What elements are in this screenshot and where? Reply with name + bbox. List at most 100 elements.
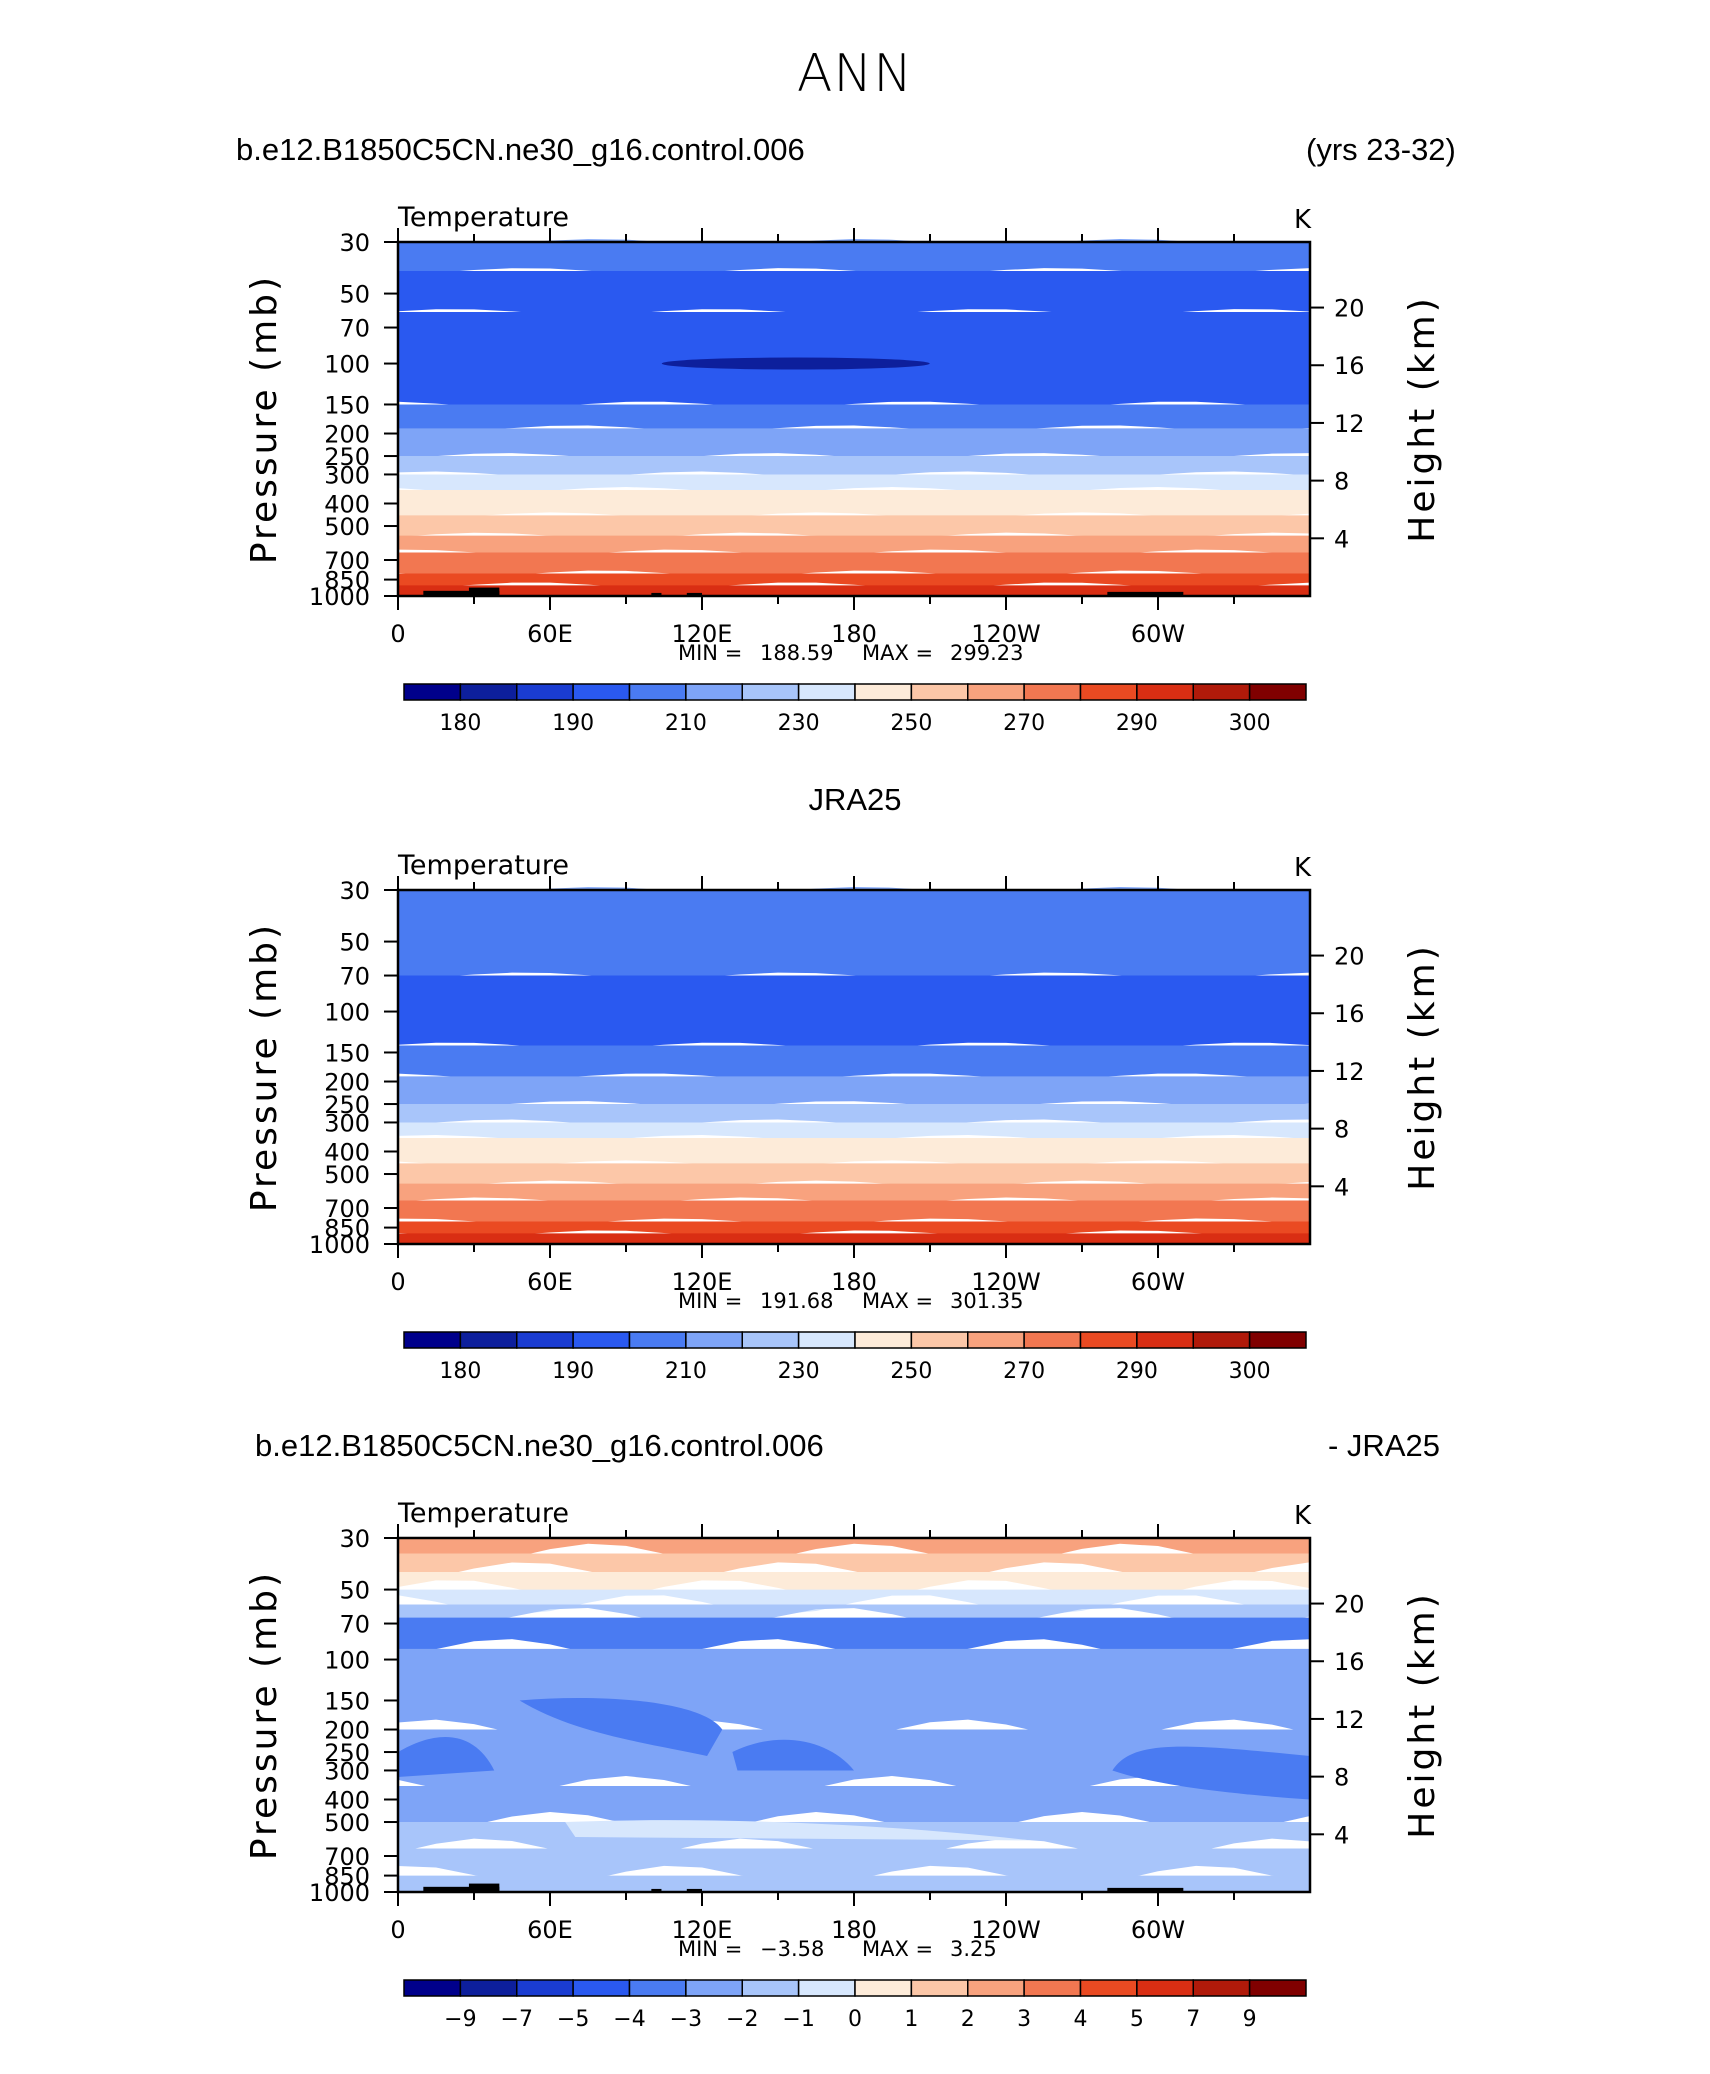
colorbar-label: 250 [890,711,932,736]
height-tick-label: 4 [1334,525,1349,553]
figure-title: ANN [796,44,914,104]
contour-band [398,428,1310,459]
colorbar-box [685,1331,743,1349]
contour-band [398,573,1310,589]
height-tick-label: 8 [1334,468,1349,496]
topography [423,1883,1184,1892]
panel-2-dataset-name: JRA25 [808,782,902,817]
panel-3-minus-label: - JRA25 [1328,1428,1440,1463]
y-tick-label: 150 [324,1039,370,1067]
contour-bands [398,887,1310,1244]
colorbar-label: 190 [552,711,594,736]
colorbar-box [628,1331,687,1349]
y-tick-label: 400 [324,1138,370,1166]
colorbar-label: 180 [439,711,481,736]
colorbar-label: 0 [848,2007,862,2032]
y-tick-label: 700 [324,1195,370,1223]
x-tick-label: 60E [527,1916,573,1944]
colorbar-label: 1 [904,2007,918,2032]
colorbar-box [1136,1979,1194,1997]
contour-bands [398,239,1310,596]
colorbar-label: 250 [890,1359,932,1384]
colorbar-label: 290 [1116,1359,1158,1384]
colorbar-box [628,683,687,701]
height-tick-label: 16 [1334,352,1365,380]
colorbar-box [1023,1331,1082,1349]
contour-band [398,404,1310,432]
units-label: K [1294,853,1312,883]
colorbar-box [910,1979,969,1997]
panel-3-chart: Temperature K0 60E 120E 180 120W 60W3050701001… [244,1498,1443,2032]
colorbar-box [1192,1979,1251,1997]
contour-band [398,515,1310,539]
colorbar-label: −5 [557,2007,589,2032]
contour-band [398,1233,1310,1244]
contour-band [398,474,1310,493]
contour-band [398,1104,1310,1126]
colorbar-box [572,1979,631,1997]
panel-1-run-name: b.e12.B1850C5CN.ne30_g16.control.006 [236,132,805,167]
colorbar: 180 190 210 230 250 270 290 300 [403,683,1307,736]
colorbar-label: 4 [1074,2007,1088,2032]
max-label: MAX = [862,1289,933,1313]
y-tick-label: 100 [324,1647,370,1675]
colorbar-box [403,683,462,701]
contour-band [398,1729,1310,1796]
colorbar-box [797,1979,856,1997]
x-tick-label: 60E [527,1268,573,1296]
panel-2-chart: Temperature K 0 60E 120E 180 120W 60W 30 50 70 100 1… [244,850,1443,1384]
colorbar-box [1079,1979,1138,1997]
y-tick-label: 850 [324,567,370,595]
contour-band [398,1200,1310,1225]
colorbar-box [572,1331,631,1349]
contour-band [398,1786,1310,1832]
y-tick-label: 100 [324,351,370,379]
max-value: 301.35 [950,1289,1023,1313]
y-tick-label: 850 [324,1215,370,1243]
diff-patch [732,1739,854,1771]
y-tick-label: 250 [324,1091,370,1119]
colorbar-label: −4 [613,2007,645,2032]
min-label: MIN = [678,1937,742,1961]
colorbar-box [516,683,574,701]
colorbar-box [572,683,631,701]
y-tick-label: 200 [324,421,370,449]
x-tick-label: 0 [390,1916,405,1944]
x-tick-label: 120W [971,1268,1041,1296]
contour-band [398,1138,1310,1167]
contour-band [398,1163,1310,1187]
height-axis-label: Height (km) [1402,1591,1443,1838]
min-label: MIN = [678,1289,742,1313]
colorbar-box [516,1331,574,1349]
y-tick-label: 500 [324,513,370,541]
height-tick-label: 16 [1334,1000,1365,1028]
y-tick-label: 30 [339,229,370,257]
diff-patch [1112,1746,1310,1800]
pressure-axis-label: Pressure (mb) [244,1570,285,1860]
panel-1-years: (yrs 23-32) [1306,132,1456,167]
colorbar-label: 230 [778,1359,820,1384]
plot-title: Temperature [397,202,569,233]
colorbar-box [967,683,1025,701]
colorbar-label: −1 [782,2007,814,2032]
colorbar-label: 7 [1186,2007,1200,2032]
colorbar-label: 300 [1229,711,1271,736]
colorbar-box [459,1979,518,1997]
colorbar-label: 270 [1003,1359,1045,1384]
contour-band [398,1617,1310,1659]
x-tick-label: 60E [527,620,573,648]
x-tick-label: 120W [971,620,1041,648]
colorbar-box [910,1331,969,1349]
height-tick-label: 12 [1334,1706,1365,1734]
colorbar-label: 210 [665,711,707,736]
height-tick-label: 8 [1334,1764,1349,1792]
colorbar-box [1192,683,1251,701]
colorbar-box [1248,683,1307,701]
contour-band [398,890,1310,979]
height-tick-label: 8 [1334,1116,1349,1144]
terrain-block [423,590,500,596]
y-tick-label: 500 [324,1161,370,1189]
y-tick-label: 300 [324,461,370,489]
colorbar-box [1192,1331,1251,1349]
y-tick-label: 300 [324,1109,370,1137]
